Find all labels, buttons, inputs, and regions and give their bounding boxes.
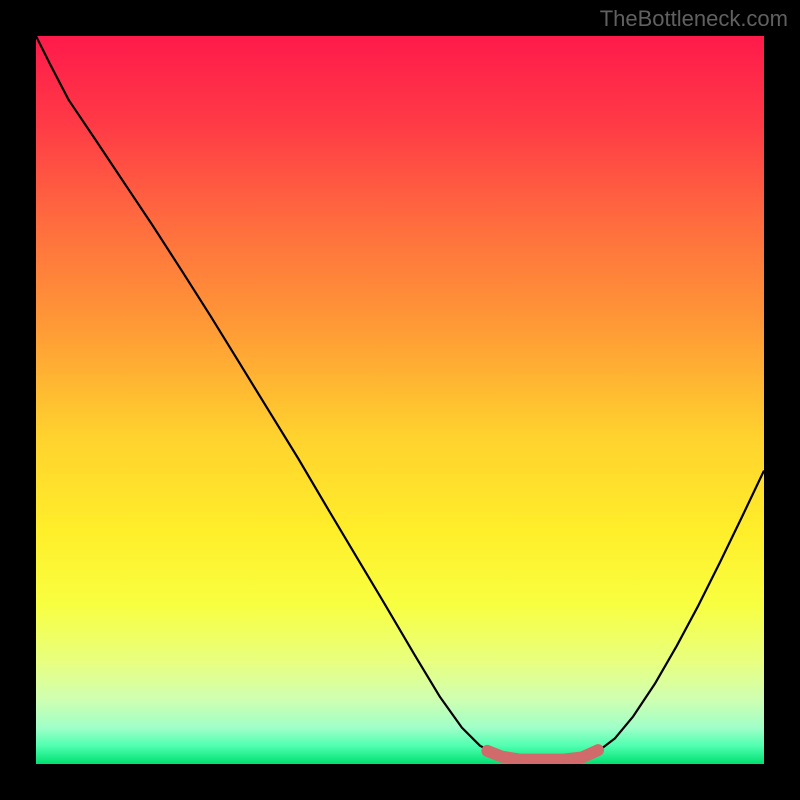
optimal-range-highlight bbox=[487, 750, 598, 759]
chart-area bbox=[36, 36, 764, 764]
bottleneck-curve bbox=[36, 36, 764, 760]
watermark-text: TheBottleneck.com bbox=[600, 6, 788, 32]
curve-layer bbox=[36, 36, 764, 764]
